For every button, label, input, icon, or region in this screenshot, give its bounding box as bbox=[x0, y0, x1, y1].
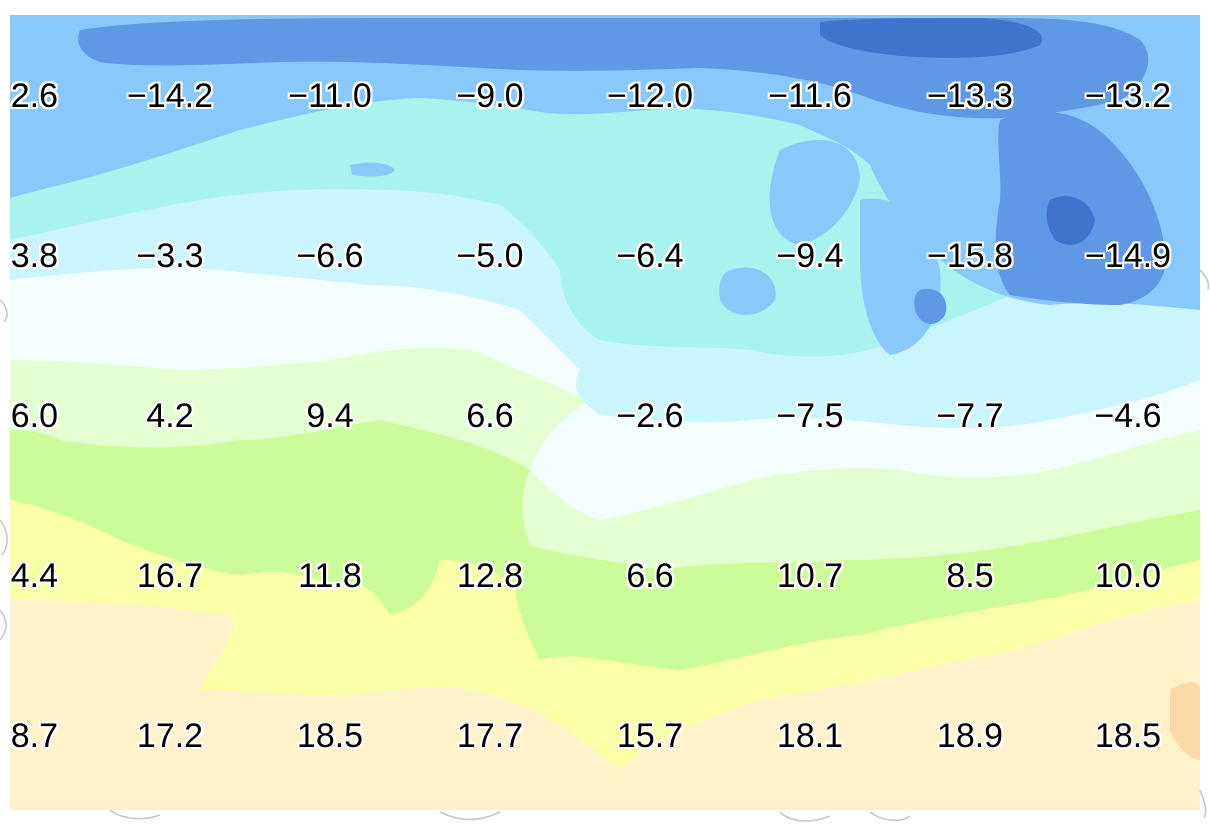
temperature-value: −13.2 bbox=[1084, 77, 1172, 115]
zone-deep-blue-east bbox=[1046, 196, 1095, 245]
temperature-value: 15.7 bbox=[616, 717, 684, 755]
temperature-value: −11.0 bbox=[288, 77, 372, 115]
temperature-value: −14.9 bbox=[1084, 237, 1172, 275]
temperature-value: −3.3 bbox=[136, 237, 204, 275]
temperature-value: 11.8 bbox=[298, 557, 362, 595]
temperature-value: 4.4 bbox=[10, 557, 58, 595]
temperature-value: −9.4 bbox=[776, 237, 844, 275]
zone-peach bbox=[1170, 682, 1200, 760]
temperature-value: 18.5 bbox=[1094, 717, 1162, 755]
temperature-value: −7.5 bbox=[776, 397, 844, 435]
coastline-outlines bbox=[0, 269, 1210, 822]
temperature-value: 17.7 bbox=[456, 717, 524, 755]
temperature-value: −2.6 bbox=[616, 397, 684, 435]
temperature-value: −11.6 bbox=[768, 77, 852, 115]
temperature-value: 9.4 bbox=[306, 397, 354, 435]
temperature-value: 2.6 bbox=[10, 77, 58, 115]
temperature-value: 6.0 bbox=[10, 397, 58, 435]
temperature-value: 8.5 bbox=[946, 557, 994, 595]
temperature-value: 12.8 bbox=[456, 557, 524, 595]
temperature-value: 3.8 bbox=[10, 237, 58, 275]
temperature-value: −9.0 bbox=[456, 77, 524, 115]
temperature-value: −6.6 bbox=[296, 237, 364, 275]
temperature-value: 4.2 bbox=[146, 397, 194, 435]
temperature-value: 8.7 bbox=[10, 717, 58, 755]
temperature-value: −13.3 bbox=[926, 77, 1014, 115]
temperature-value: 18.5 bbox=[296, 717, 364, 755]
temperature-value: −4.6 bbox=[1094, 397, 1162, 435]
temperature-value: −5.0 bbox=[456, 237, 524, 275]
zone-light-blue-patch bbox=[769, 140, 860, 245]
temperature-value: −7.7 bbox=[936, 397, 1004, 435]
zone-deep-blue bbox=[820, 18, 1042, 58]
zone-light-blue-patch bbox=[350, 162, 395, 177]
zone-blue-east bbox=[914, 289, 947, 325]
temperature-value: 6.6 bbox=[466, 397, 514, 435]
zone-light-blue-patch bbox=[719, 267, 776, 315]
temperature-value: 6.6 bbox=[626, 557, 674, 595]
temperature-value: −15.8 bbox=[926, 237, 1014, 275]
temperature-value: 10.7 bbox=[776, 557, 844, 595]
temperature-value: 18.1 bbox=[776, 717, 844, 755]
temperature-value: −6.4 bbox=[616, 237, 684, 275]
temperature-value: 17.2 bbox=[136, 717, 204, 755]
temperature-value: 10.0 bbox=[1094, 557, 1162, 595]
temperature-value: −12.0 bbox=[606, 77, 694, 115]
temperature-value: 18.9 bbox=[936, 717, 1004, 755]
temperature-value: −14.2 bbox=[126, 77, 214, 115]
temperature-value: 16.7 bbox=[136, 557, 204, 595]
